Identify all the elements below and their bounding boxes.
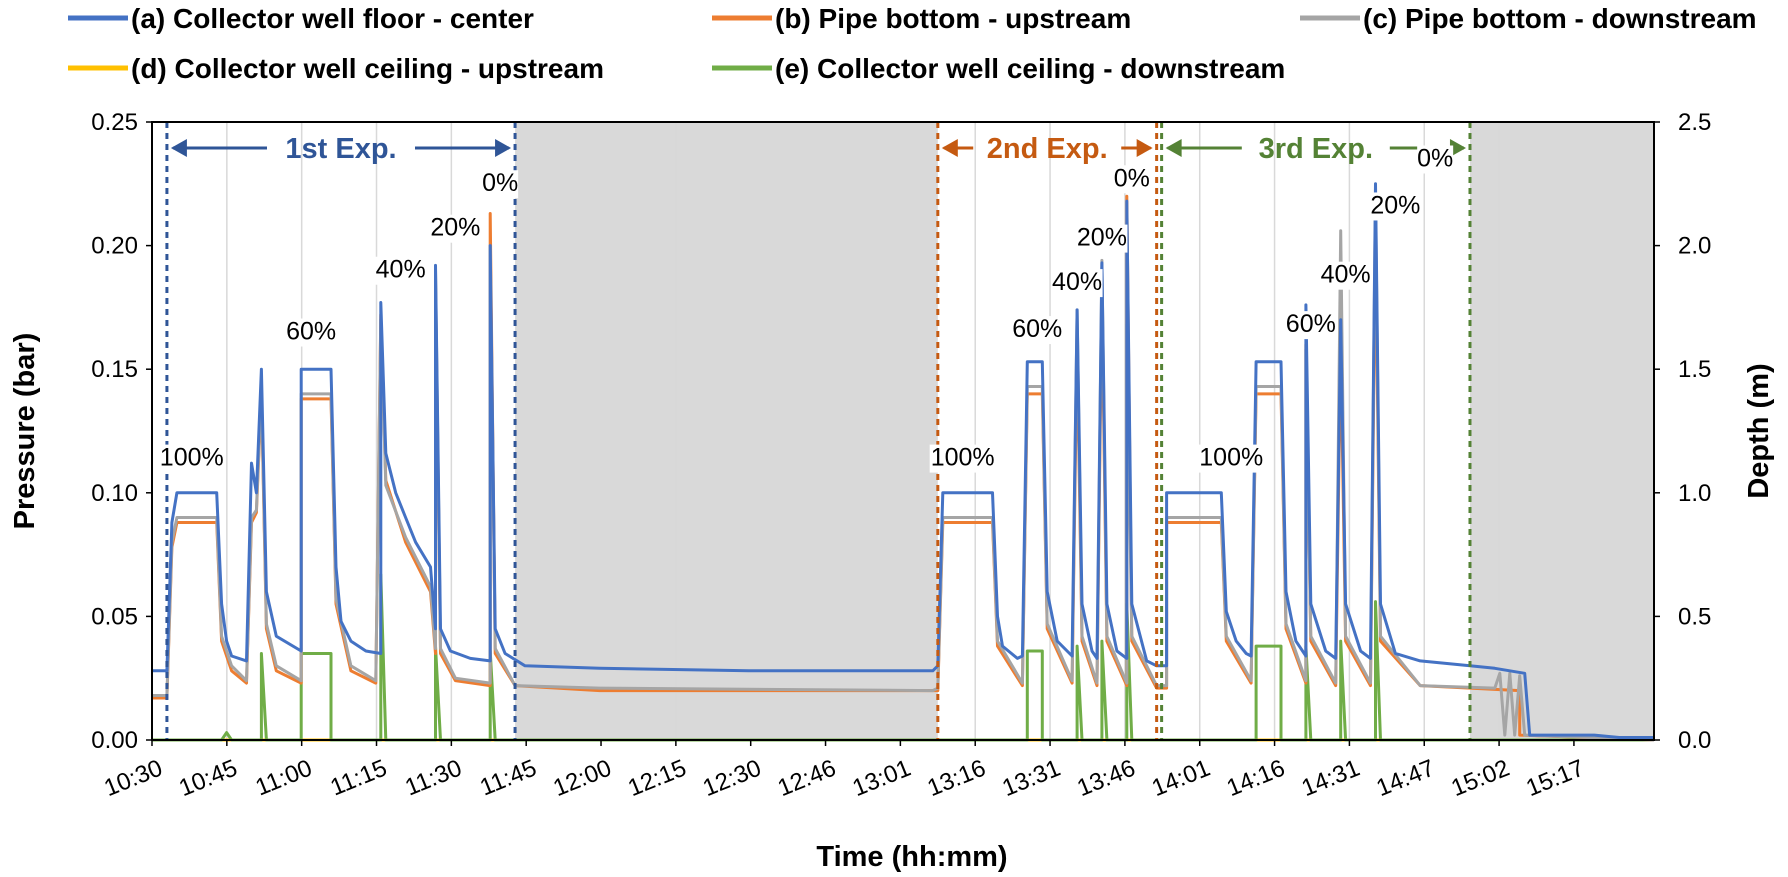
x-tick-label: 15:02 — [1448, 755, 1514, 803]
experiment-label: 2nd Exp. — [987, 133, 1108, 165]
y2-tick-label: 0.5 — [1678, 603, 1711, 630]
x-tick-label: 11:30 — [401, 755, 465, 802]
x-tick-label: 10:45 — [175, 755, 241, 803]
annotation-label: 100% — [931, 444, 995, 472]
annotation-bg — [1417, 145, 1454, 174]
y-tick-label: 0.20 — [91, 233, 138, 260]
idle-period-shade — [515, 122, 938, 740]
experiment-label: 3rd Exp. — [1259, 133, 1373, 165]
series-line — [152, 182, 1654, 739]
annotation-bg — [1369, 192, 1421, 221]
idle-shading — [515, 122, 1654, 740]
idle-period-shade — [1469, 122, 1654, 740]
experiment-marker: 2nd Exp. — [936, 122, 1159, 740]
annotation-bg — [1051, 269, 1103, 298]
annotation-bg — [285, 318, 337, 347]
y-tick-label: 0.05 — [91, 603, 138, 630]
x-tick-label: 14:47 — [1373, 755, 1439, 803]
annotation-label: 20% — [1370, 191, 1420, 219]
x-tick-label: 10:30 — [100, 755, 166, 803]
y-tick-label: 0.00 — [91, 727, 138, 754]
x-tick-label: 12:30 — [699, 755, 765, 803]
y-tick-label: 0.25 — [91, 109, 138, 136]
x-tick-label: 14:01 — [1148, 755, 1214, 803]
y2-tick-label: 1.0 — [1678, 480, 1711, 507]
annotation-bg — [1113, 165, 1150, 194]
annotation-bg — [1320, 261, 1372, 290]
annotation-label: 60% — [286, 318, 336, 346]
x-tick-label: 12:00 — [549, 755, 615, 803]
annotation-label: 60% — [1012, 315, 1062, 343]
annotation-label: 0% — [482, 169, 518, 197]
arrowhead-left — [1165, 139, 1182, 157]
x-tick-label: 11:45 — [476, 755, 540, 802]
x-tick-label: 13:46 — [1073, 755, 1139, 803]
y2-tick-label: 0.0 — [1678, 727, 1711, 754]
x-tick-label: 15:17 — [1522, 755, 1588, 803]
legend-item: (a) Collector well floor - center — [68, 3, 534, 34]
legend: (a) Collector well floor - center (b) Pip… — [68, 3, 1757, 84]
y-axis-title: Pressure (bar) — [9, 333, 41, 530]
arrowhead-right — [495, 139, 512, 157]
legend-item: (e) Collector well ceiling - downstream — [712, 53, 1285, 84]
annotation-bg — [1076, 224, 1128, 253]
experiment-label: 1st Exp. — [285, 133, 396, 165]
y2-tick-label: 2.5 — [1678, 109, 1711, 136]
annotation-bg — [1011, 316, 1063, 345]
annotation-bg — [375, 256, 427, 285]
x-tick-label: 13:16 — [924, 755, 990, 803]
annotation-label: 20% — [1077, 224, 1127, 252]
x-tick-label: 13:31 — [999, 755, 1065, 803]
annotation-bg — [482, 170, 519, 199]
y-axis-right: 0.0 0.5 1.0 1.5 2.0 2.5 — [1654, 109, 1711, 754]
legend-item: (c) Pipe bottom - downstream — [1300, 3, 1757, 34]
annotation-label: 100% — [160, 444, 224, 472]
experiment-marker: 1st Exp. — [165, 122, 517, 740]
annotation-bg — [158, 444, 225, 473]
y-tick-label: 0.10 — [91, 480, 138, 507]
x-tick-label: 12:15 — [624, 755, 690, 803]
experiment-marker: 3rd Exp. — [1160, 122, 1472, 740]
y-tick-label: 0.15 — [91, 356, 138, 383]
annotation-bg — [929, 444, 996, 473]
legend-label: (e) Collector well ceiling - downstream — [775, 53, 1285, 84]
arrowhead-right — [1449, 139, 1466, 157]
x-tick-label: 11:00 — [252, 755, 316, 802]
y2-tick-label: 1.5 — [1678, 356, 1711, 383]
plot-area-border — [151, 121, 1655, 741]
legend-label: (a) Collector well floor - center — [131, 3, 534, 34]
annotation-label: 0% — [1417, 144, 1453, 172]
y-axis-left: 0.00 0.05 0.10 0.15 0.20 0.25 — [91, 109, 152, 754]
annotation-label: 40% — [1052, 268, 1102, 296]
experiment-markers: 1st Exp. 2nd Exp. 3rd Exp. — [165, 122, 1472, 740]
x-tick-label: 12:46 — [774, 755, 840, 803]
x-axis: 10:30 10:45 11:00 11:15 11:30 11:45 12:00 12:15… — [100, 740, 1588, 802]
arrowhead-left — [170, 139, 187, 157]
percent-annotations: 100%60%40%20%0%100%60%40%20%0%100%60%40%… — [158, 144, 1454, 473]
legend-item: (b) Pipe bottom - upstream — [712, 3, 1131, 34]
annotation-label: 40% — [1321, 261, 1371, 289]
annotation-label: 100% — [1199, 444, 1263, 472]
arrowhead-right — [1136, 139, 1153, 157]
y2-tick-label: 2.0 — [1678, 233, 1711, 260]
x-tick-label: 11:15 — [327, 755, 391, 802]
annotation-label: 60% — [1286, 310, 1336, 338]
annotation-bg — [429, 214, 481, 243]
legend-label: (d) Collector well ceiling - upstream — [131, 53, 604, 84]
annotation-bg — [1285, 311, 1337, 340]
annotation-bg — [1198, 444, 1265, 473]
legend-label: (c) Pipe bottom - downstream — [1363, 3, 1757, 34]
x-tick-label: 13:01 — [849, 755, 915, 803]
arrowhead-left — [941, 139, 958, 157]
x-axis-title: Time (hh:mm) — [816, 841, 1007, 873]
y2-axis-title: Depth (m) — [1743, 363, 1775, 498]
annotation-label: 40% — [376, 256, 426, 284]
x-tick-label: 14:16 — [1223, 755, 1289, 803]
annotation-label: 0% — [1114, 164, 1150, 192]
annotation-label: 20% — [430, 214, 480, 242]
legend-label: (b) Pipe bottom - upstream — [775, 3, 1131, 34]
x-tick-label: 14:31 — [1298, 755, 1364, 803]
legend-item: (d) Collector well ceiling - upstream — [68, 53, 604, 84]
